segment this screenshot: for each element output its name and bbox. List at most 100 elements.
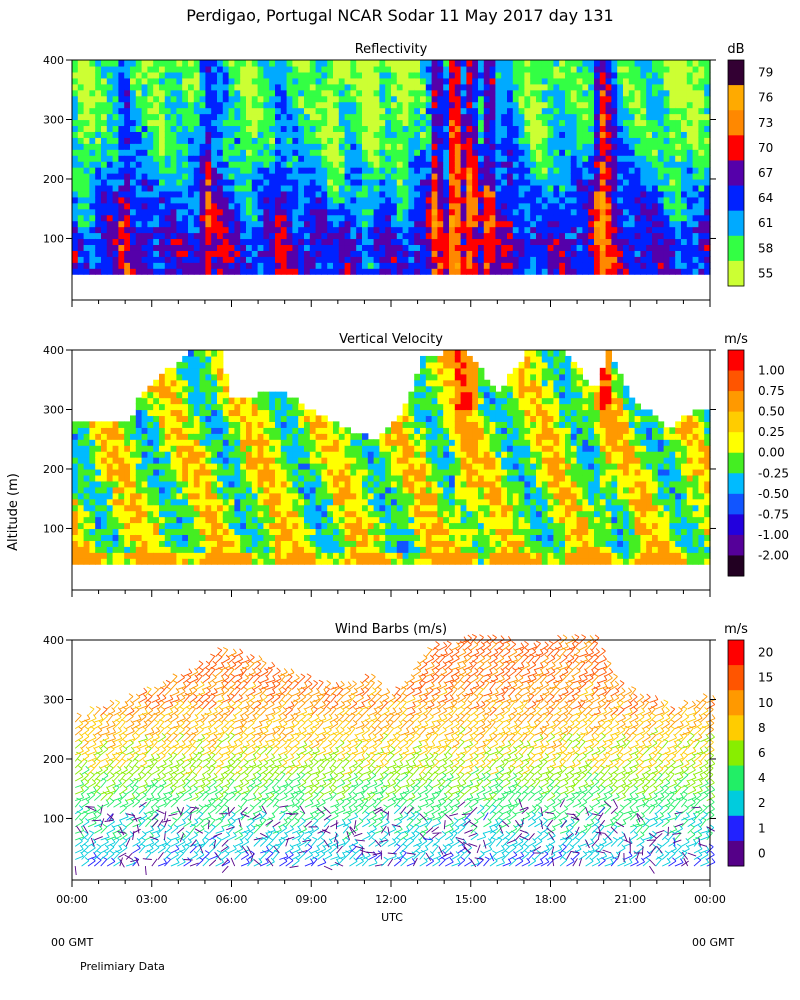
panel-field	[74, 633, 716, 876]
colorbar-swatch	[728, 640, 744, 666]
colorbar-label: 1.00	[758, 364, 785, 378]
colorbar-label: 4	[758, 771, 766, 785]
x-tick-label: 03:00	[136, 893, 168, 906]
x-tick-label: 21:00	[614, 893, 646, 906]
colorbar-label: 15	[758, 671, 773, 685]
colorbar-label: 6	[758, 746, 766, 760]
colorbar-label: -1.00	[758, 528, 789, 542]
colorbar-label: 1	[758, 821, 766, 835]
colorbar-label: 0.25	[758, 425, 785, 439]
colorbar-label: -2.00	[758, 549, 789, 563]
x-tick-label: 12:00	[375, 893, 407, 906]
colorbar: m/s 1.00 0.75 0.50 0.25 0.00 -0.25 -0.50 -0.75 -1…	[724, 332, 789, 577]
colorbar-label: 79	[758, 66, 773, 80]
right-gmt-footer: 00 GMT	[692, 936, 735, 949]
colorbar-label: -0.75	[758, 507, 789, 521]
colorbar-swatch	[728, 185, 744, 212]
colorbar: dB 79 76 73 70 67 64 61 58 55	[727, 42, 773, 287]
y-tick-label: 100	[43, 522, 64, 535]
y-tick-label: 100	[43, 232, 64, 245]
colorbar-label: 0.75	[758, 384, 785, 398]
preliminary-data-note: Prelimiary Data	[80, 960, 165, 973]
colorbar-swatch	[728, 534, 744, 556]
colorbar-label: 55	[758, 266, 773, 280]
y-tick-label: 200	[43, 753, 64, 766]
colorbar-unit: m/s	[724, 332, 748, 347]
colorbar-swatch	[728, 493, 744, 515]
colorbar-swatch	[728, 452, 744, 474]
panel-title: Reflectivity	[355, 42, 428, 57]
colorbar-swatch	[728, 765, 744, 792]
colorbar-label: 70	[758, 141, 773, 155]
colorbar-label: 0.00	[758, 446, 785, 460]
colorbar-swatch	[728, 790, 744, 817]
y-tick-label: 300	[43, 403, 64, 416]
colorbar-swatch	[728, 740, 744, 767]
colorbar-swatch	[728, 690, 744, 716]
x-tick-label: 18:00	[535, 893, 567, 906]
colorbar-swatch	[728, 160, 744, 187]
colorbar-label: 76	[758, 91, 773, 105]
y-tick-label: 300	[43, 693, 64, 706]
panel-0: Reflectivity 100 200 300 400 dB 79 76 73 70 67 64 61…	[43, 42, 773, 307]
colorbar-swatch	[728, 210, 744, 237]
x-tick-label: 06:00	[216, 893, 248, 906]
colorbar-swatch	[728, 60, 744, 86]
colorbar-swatch	[728, 350, 744, 372]
colorbar-label: 10	[758, 696, 773, 710]
colorbar-label: -0.25	[758, 466, 789, 480]
colorbar-label: 58	[758, 241, 773, 255]
panel-title: Vertical Velocity	[339, 332, 443, 347]
y-tick-label: 400	[43, 344, 64, 357]
colorbar-label: 20	[758, 646, 773, 660]
colorbar-label: 67	[758, 166, 773, 180]
colorbar-label: 61	[758, 216, 773, 230]
y-tick-label: 400	[43, 634, 64, 647]
y-tick-label: 100	[43, 812, 64, 825]
colorbar-label: 8	[758, 721, 766, 735]
colorbar-swatch	[728, 432, 744, 454]
y-tick-label: 200	[43, 463, 64, 476]
altitude-axis-label: Altitude (m)	[6, 473, 21, 551]
colorbar-swatch	[728, 85, 744, 111]
colorbar-label: -0.50	[758, 487, 789, 501]
colorbar-swatch	[728, 260, 744, 287]
colorbar-swatch	[728, 555, 744, 577]
colorbar-swatch	[728, 370, 744, 392]
colorbar-swatch	[728, 715, 744, 741]
colorbar-swatch	[728, 411, 744, 433]
colorbar-label: 2	[758, 796, 766, 810]
panel-field	[72, 350, 711, 565]
colorbar-unit: dB	[727, 42, 744, 57]
figure-title: Perdigao, Portugal NCAR Sodar 11 May 201…	[186, 6, 613, 25]
colorbar-label: 64	[758, 191, 773, 205]
y-tick-label: 200	[43, 173, 64, 186]
colorbar-swatch	[728, 815, 744, 842]
panel-title: Wind Barbs (m/s)	[335, 622, 447, 637]
colorbar-label: 73	[758, 116, 773, 130]
x-tick-label: 15:00	[455, 893, 487, 906]
x-tick-label: 09:00	[295, 893, 327, 906]
colorbar-swatch	[728, 391, 744, 413]
colorbar-swatch	[728, 110, 744, 136]
left-gmt-footer: 00 GMT	[51, 936, 94, 949]
colorbar-label: 0	[758, 846, 766, 860]
colorbar-swatch	[728, 235, 744, 262]
colorbar-label: 0.50	[758, 405, 785, 419]
utc-axis-label: UTC	[381, 911, 403, 924]
colorbar-swatch	[728, 135, 744, 161]
panel-1: Vertical Velocity 100 200 300 400 m/s 1.00 0.75…	[43, 332, 789, 597]
colorbar-swatch	[728, 473, 744, 495]
x-tick-label: 00:00	[694, 893, 726, 906]
y-tick-label: 400	[43, 54, 64, 67]
panel-field	[72, 60, 711, 275]
x-tick-label: 00:00	[56, 893, 88, 906]
colorbar-swatch	[728, 665, 744, 691]
colorbar-swatch	[728, 840, 744, 867]
colorbar-swatch	[728, 514, 744, 536]
colorbar-unit: m/s	[724, 622, 748, 637]
y-tick-label: 300	[43, 113, 64, 126]
